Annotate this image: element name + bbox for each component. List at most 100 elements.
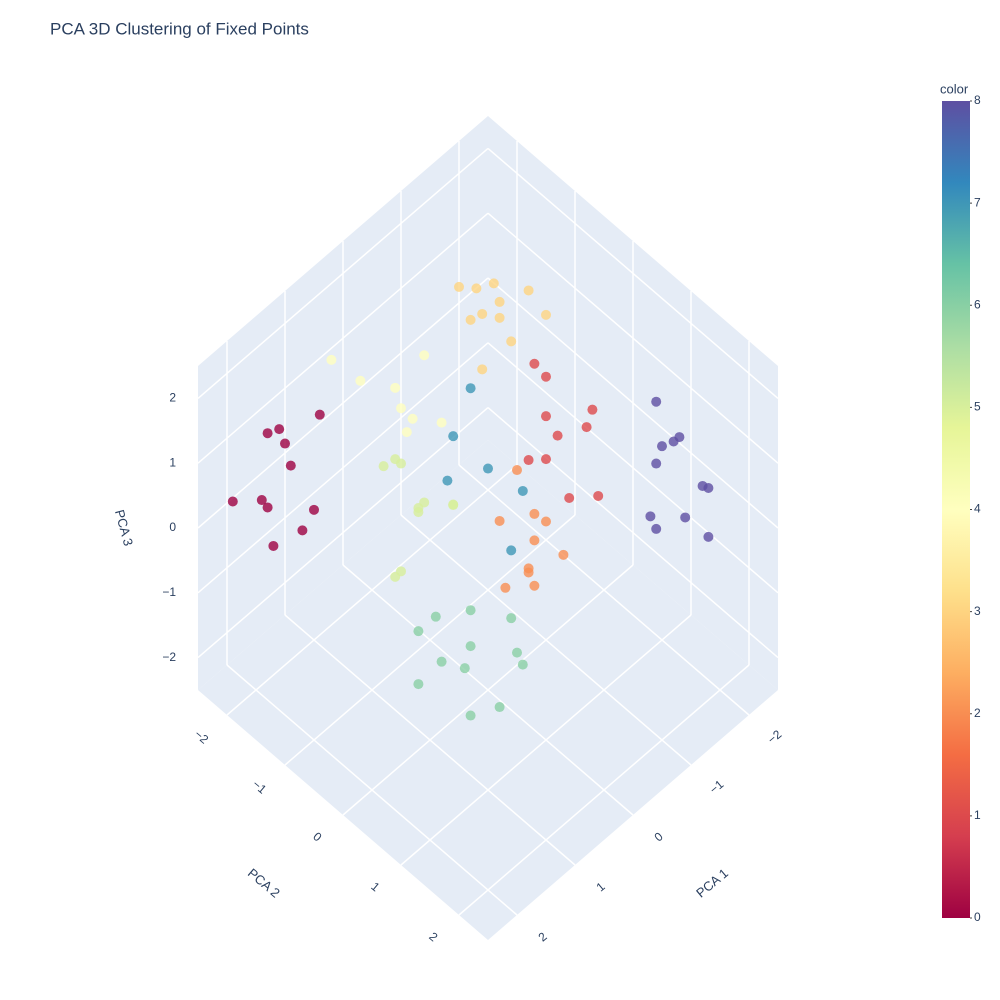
data-point: [355, 375, 366, 386]
grid-line: [284, 514, 576, 766]
data-point: [506, 613, 517, 624]
data-point: [419, 350, 430, 361]
data-point: [326, 354, 337, 365]
grid-line: [197, 147, 489, 399]
grid-line: [400, 614, 692, 866]
grid-line: [487, 277, 779, 529]
data-point: [268, 540, 279, 551]
data-point: [413, 626, 424, 637]
data-point: [506, 336, 517, 347]
data-point: [227, 496, 238, 507]
data-point: [465, 383, 476, 394]
data-point: [314, 409, 325, 420]
data-point: [396, 403, 406, 414]
data-point: [494, 312, 505, 323]
grid-line: [487, 147, 779, 399]
data-point: [523, 285, 534, 296]
data-point: [523, 455, 534, 466]
data-point: [517, 485, 528, 496]
data-point: [285, 460, 296, 471]
data-point: [529, 535, 540, 546]
grid-line: [197, 342, 489, 594]
data-point: [587, 404, 598, 415]
data-point: [645, 511, 656, 522]
data-point: [703, 483, 714, 493]
colorbar-tick-label: 4: [974, 502, 981, 516]
data-point: [442, 475, 453, 486]
grid-line: [487, 407, 779, 659]
colorbar: [942, 101, 970, 918]
data-point: [309, 504, 319, 515]
data-point: [262, 428, 273, 439]
data-point: [651, 458, 662, 469]
colorbar-title: color: [940, 81, 969, 96]
data-point: [390, 382, 401, 393]
grid-line: [487, 212, 779, 464]
z-tick-label: −1: [162, 585, 176, 599]
data-point: [523, 567, 534, 578]
data-point: [680, 512, 691, 523]
data-point: [651, 396, 662, 407]
data-point: [529, 508, 540, 519]
x-axis-title: PCA 1: [693, 865, 731, 900]
colorbar-tick-label: 7: [974, 195, 981, 209]
z-axis-title: PCA 3: [112, 508, 136, 547]
data-point: [657, 441, 667, 452]
data-point: [494, 296, 505, 307]
data-point: [703, 531, 714, 542]
data-point: [262, 502, 273, 513]
data-point: [274, 424, 285, 435]
data-point: [494, 702, 505, 713]
z-tick-label: 2: [169, 391, 176, 405]
z-tick-label: −2: [162, 650, 176, 664]
data-point: [407, 413, 418, 424]
data-point: [541, 411, 551, 422]
y-tick-label: −1: [250, 777, 270, 797]
data-point: [512, 647, 522, 658]
data-point: [390, 571, 401, 582]
grid-line: [197, 212, 489, 464]
data-point: [593, 490, 604, 501]
data-point: [506, 545, 517, 556]
y-tick-label: −2: [192, 727, 212, 747]
data-point: [430, 611, 441, 622]
data-point: [448, 500, 459, 511]
chart-title: PCA 3D Clustering of Fixed Points: [50, 19, 309, 38]
data-point: [581, 422, 592, 433]
data-point: [413, 679, 424, 690]
data-point: [564, 493, 575, 503]
data-point: [529, 580, 540, 591]
data-point: [541, 371, 551, 382]
data-point: [651, 523, 662, 534]
colorbar-tick-label: 3: [974, 604, 981, 618]
data-point: [541, 309, 551, 320]
data-point: [280, 438, 290, 449]
data-point: [477, 364, 488, 375]
data-point: [465, 314, 476, 325]
x-tick-label: 1: [594, 879, 608, 894]
data-point: [517, 659, 528, 670]
data-point: [483, 463, 493, 474]
colorbar-tick-label: 0: [974, 910, 981, 924]
data-point: [256, 495, 267, 506]
data-point: [512, 465, 522, 476]
grid-line: [458, 664, 750, 916]
grid-line: [487, 342, 779, 594]
data-point: [413, 507, 424, 518]
colorbar-tick-label: 5: [974, 400, 981, 414]
z-tick-label: 0: [169, 520, 176, 534]
colorbar-tick-label: 6: [974, 297, 981, 311]
data-point: [465, 710, 476, 721]
data-point: [465, 605, 476, 616]
y-tick-label: 1: [368, 879, 382, 894]
data-point: [436, 656, 447, 667]
grid-line: [197, 277, 489, 529]
data-point: [552, 430, 563, 441]
x-tick-label: −1: [707, 777, 727, 797]
colorbar-tick-label: 1: [974, 808, 981, 822]
data-point: [541, 516, 551, 527]
data-point: [465, 641, 476, 652]
data-point: [529, 358, 540, 369]
colorbar-tick-label: 2: [974, 706, 981, 720]
grid-line: [342, 564, 634, 816]
